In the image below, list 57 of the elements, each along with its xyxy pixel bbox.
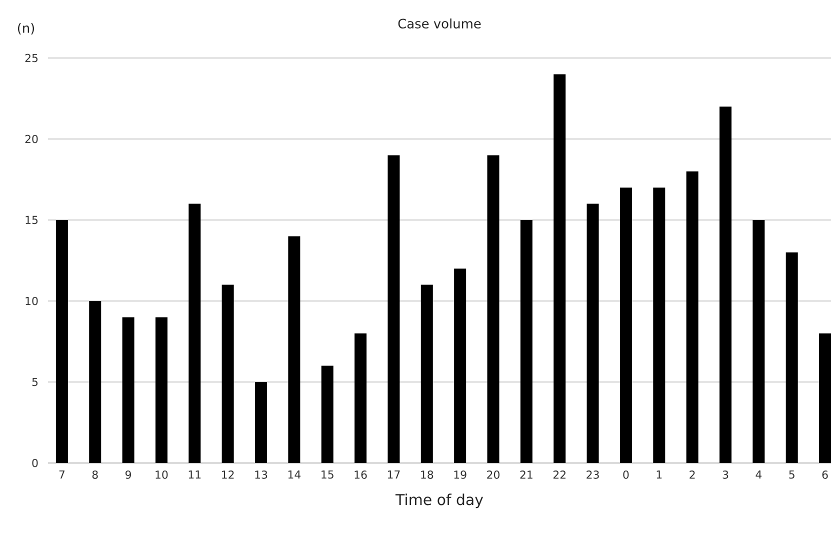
x-tick-label: 13 [255, 470, 268, 479]
bar [720, 106, 732, 464]
bar [520, 220, 532, 464]
x-tick-label: 3 [722, 470, 728, 479]
x-tick-label: 5 [789, 470, 794, 479]
bar [155, 317, 168, 464]
bar [454, 268, 466, 464]
bar [56, 220, 68, 464]
bar [586, 204, 599, 464]
bar [420, 284, 433, 464]
x-tick-label: 21 [520, 470, 532, 479]
chart-title: Case volume [398, 18, 481, 29]
bar [620, 188, 632, 464]
x-tick-label: 11 [188, 470, 201, 479]
y-tick-label: 10 [26, 296, 38, 306]
y-tick-label: 5 [32, 378, 38, 386]
bar [388, 155, 400, 464]
x-tick-label: 23 [586, 470, 599, 479]
bar [686, 171, 698, 464]
y-tick-label: 0 [32, 458, 38, 468]
y-tick-label: 25 [25, 54, 38, 62]
bar [786, 252, 798, 464]
y-tick-label: 15 [26, 216, 38, 224]
x-tick-label: 8 [92, 470, 98, 479]
bar [89, 301, 102, 464]
x-tick-label: 1 [656, 470, 662, 479]
x-tick-label: 19 [454, 470, 466, 479]
bar [288, 236, 300, 464]
x-tick-label: 22 [553, 470, 566, 479]
bar [819, 333, 831, 464]
x-tick-label: 12 [222, 470, 234, 479]
x-tick-label: 20 [487, 470, 500, 479]
x-axis-title: Time of day [395, 494, 484, 508]
x-tick-label: 4 [756, 470, 762, 479]
x-tick-label: 0 [623, 470, 629, 479]
y-axis-title: (n) [18, 22, 34, 34]
bar [752, 220, 765, 464]
bar [487, 155, 500, 464]
x-tick-label: 18 [421, 470, 434, 479]
x-tick-label: 6 [822, 470, 828, 479]
bar [255, 382, 268, 464]
x-tick-label: 17 [388, 470, 400, 479]
x-tick-label: 14 [288, 470, 301, 479]
bar [122, 317, 134, 464]
x-tick-label: 9 [125, 470, 132, 479]
bar [554, 74, 566, 464]
bar [188, 204, 201, 464]
bar [653, 188, 666, 464]
x-tick-label: 7 [59, 470, 64, 479]
y-tick-label: 20 [25, 134, 38, 144]
x-tick-label: 16 [354, 470, 367, 479]
bar [222, 284, 234, 464]
x-tick-label: 2 [690, 470, 695, 479]
bar [354, 333, 367, 464]
bar [321, 366, 334, 464]
x-tick-label: 10 [156, 470, 168, 479]
x-tick-label: 15 [322, 470, 334, 479]
